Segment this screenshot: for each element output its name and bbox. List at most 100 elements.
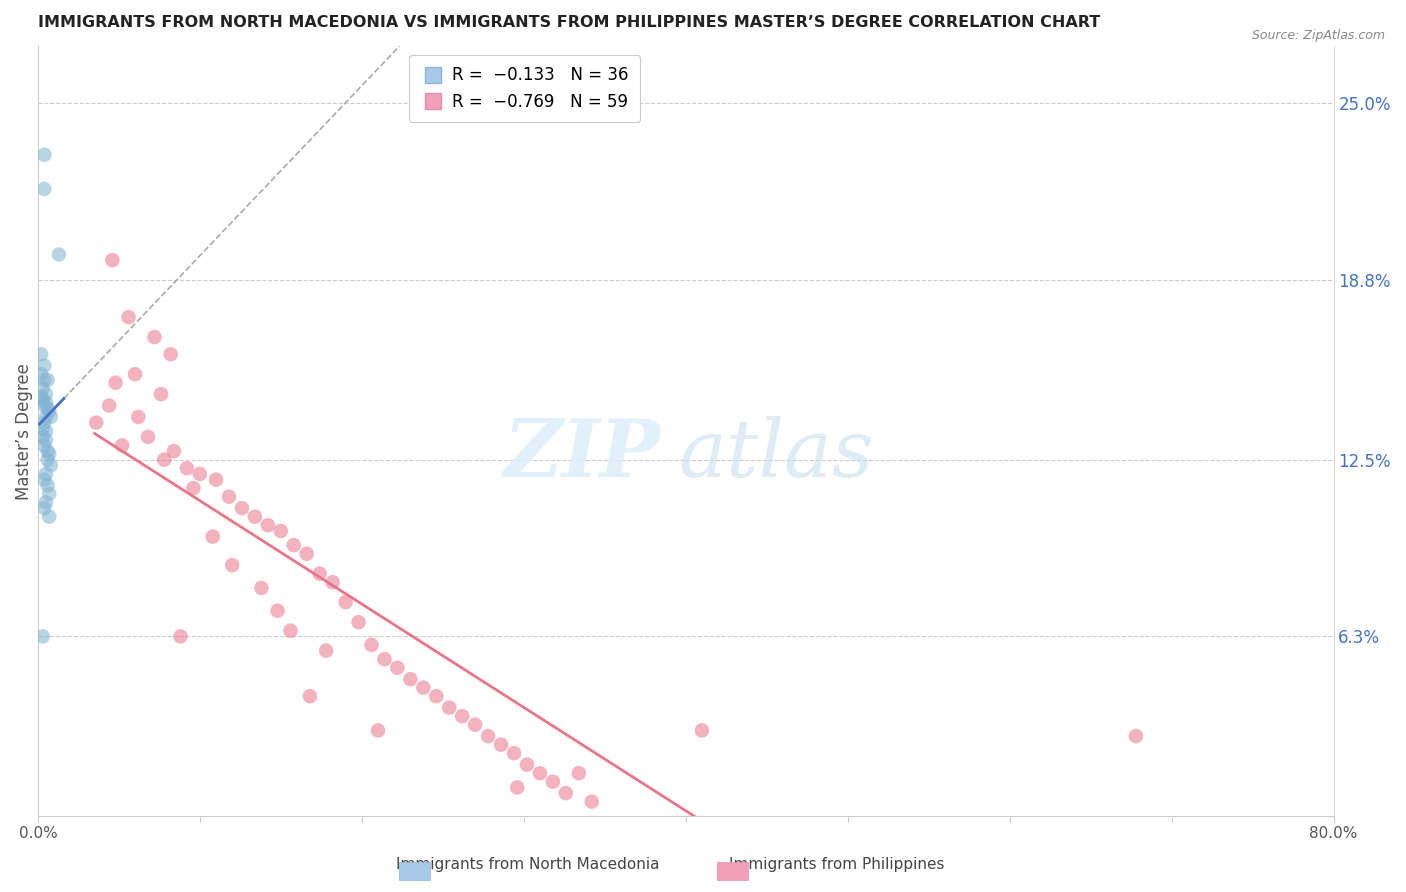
Point bbox=[34, 373, 56, 387]
Point bbox=[37, 452, 59, 467]
Point bbox=[30, 367, 52, 381]
Point bbox=[280, 624, 302, 638]
Point bbox=[266, 604, 288, 618]
Point bbox=[425, 690, 447, 704]
Point bbox=[34, 438, 56, 452]
Point bbox=[136, 430, 159, 444]
Point bbox=[270, 524, 292, 538]
Point bbox=[34, 359, 56, 373]
Point bbox=[1125, 729, 1147, 743]
Point bbox=[127, 409, 149, 424]
Point bbox=[34, 182, 56, 196]
Point bbox=[690, 723, 713, 738]
Point bbox=[37, 444, 59, 458]
Point bbox=[367, 723, 389, 738]
Point bbox=[149, 387, 172, 401]
Point bbox=[153, 452, 176, 467]
Point bbox=[34, 147, 56, 161]
Point bbox=[39, 409, 62, 424]
Point bbox=[30, 390, 52, 404]
Point bbox=[201, 530, 224, 544]
Point bbox=[34, 501, 56, 516]
Point bbox=[31, 421, 53, 435]
Point bbox=[295, 547, 318, 561]
Point bbox=[183, 481, 205, 495]
Point bbox=[451, 709, 474, 723]
Text: Immigrants from North Macedonia: Immigrants from North Macedonia bbox=[395, 857, 659, 872]
Point bbox=[188, 467, 211, 481]
Point bbox=[117, 310, 139, 325]
Point bbox=[38, 404, 60, 418]
Point bbox=[298, 690, 321, 704]
Point bbox=[283, 538, 305, 552]
Point bbox=[257, 518, 280, 533]
Point bbox=[315, 643, 337, 657]
Text: Source: ZipAtlas.com: Source: ZipAtlas.com bbox=[1251, 29, 1385, 42]
Point bbox=[489, 738, 512, 752]
Point bbox=[360, 638, 382, 652]
Point bbox=[169, 629, 191, 643]
Text: ZIP: ZIP bbox=[503, 416, 661, 493]
Point bbox=[31, 430, 53, 444]
Point bbox=[124, 367, 146, 381]
Point bbox=[163, 444, 186, 458]
Point bbox=[35, 395, 58, 409]
Point bbox=[35, 433, 58, 447]
Point bbox=[31, 392, 53, 407]
Point bbox=[250, 581, 273, 595]
Point bbox=[373, 652, 395, 666]
Text: Immigrants from Philippines: Immigrants from Philippines bbox=[728, 857, 945, 872]
Point bbox=[541, 774, 564, 789]
Point bbox=[38, 487, 60, 501]
Point bbox=[218, 490, 240, 504]
Point bbox=[38, 447, 60, 461]
Point bbox=[387, 661, 409, 675]
Point bbox=[322, 575, 344, 590]
Point bbox=[35, 467, 58, 481]
Point bbox=[143, 330, 166, 344]
Point bbox=[477, 729, 499, 743]
Point bbox=[399, 672, 422, 686]
Point bbox=[243, 509, 266, 524]
Point bbox=[159, 347, 181, 361]
Point bbox=[104, 376, 127, 390]
Point bbox=[35, 495, 58, 509]
Point bbox=[35, 409, 58, 424]
Point bbox=[31, 381, 53, 395]
Point bbox=[205, 473, 228, 487]
Point bbox=[37, 373, 59, 387]
Point bbox=[84, 416, 107, 430]
Point bbox=[37, 401, 59, 416]
Point bbox=[412, 681, 434, 695]
Point bbox=[529, 766, 551, 780]
Point bbox=[581, 795, 603, 809]
Point bbox=[347, 615, 370, 629]
Point bbox=[48, 247, 70, 261]
Point bbox=[38, 509, 60, 524]
Point bbox=[34, 416, 56, 430]
Point bbox=[34, 473, 56, 487]
Point bbox=[176, 461, 198, 475]
Point bbox=[35, 387, 58, 401]
Point bbox=[554, 786, 576, 800]
Point bbox=[34, 399, 56, 413]
Text: IMMIGRANTS FROM NORTH MACEDONIA VS IMMIGRANTS FROM PHILIPPINES MASTER’S DEGREE C: IMMIGRANTS FROM NORTH MACEDONIA VS IMMIG… bbox=[38, 15, 1099, 30]
Point bbox=[35, 424, 58, 438]
Point bbox=[37, 478, 59, 492]
Point bbox=[30, 347, 52, 361]
Point bbox=[516, 757, 538, 772]
Point bbox=[464, 717, 486, 731]
Point bbox=[503, 746, 526, 760]
Y-axis label: Master’s Degree: Master’s Degree bbox=[15, 363, 32, 500]
Point bbox=[98, 399, 121, 413]
Point bbox=[308, 566, 330, 581]
Text: atlas: atlas bbox=[679, 416, 875, 493]
Point bbox=[231, 501, 253, 516]
Point bbox=[506, 780, 529, 795]
Point bbox=[439, 700, 461, 714]
Point bbox=[101, 253, 124, 268]
Point bbox=[31, 629, 53, 643]
Point bbox=[39, 458, 62, 473]
Point bbox=[568, 766, 591, 780]
Legend: R =  −0.133   N = 36, R =  −0.769   N = 59: R = −0.133 N = 36, R = −0.769 N = 59 bbox=[409, 54, 641, 122]
